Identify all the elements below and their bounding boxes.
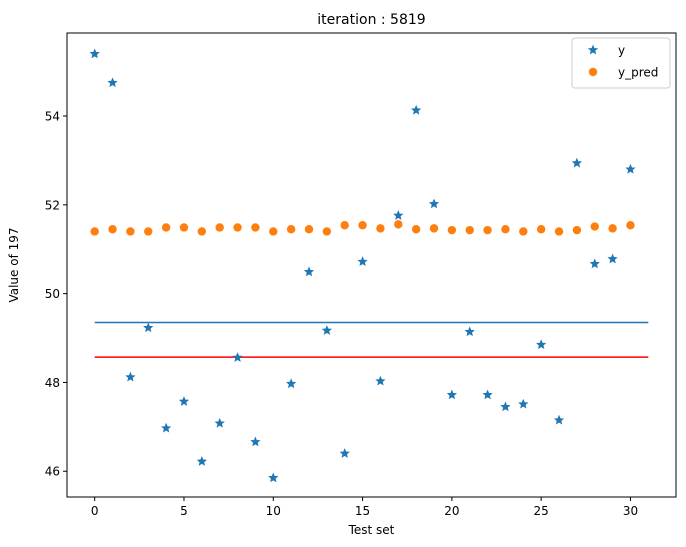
data-point-y-20 bbox=[446, 389, 457, 400]
data-point-y-pred-27 bbox=[572, 225, 582, 235]
legend-marker-y bbox=[587, 44, 599, 55]
series-y bbox=[89, 48, 636, 483]
data-point-y-30 bbox=[625, 163, 636, 174]
data-point-y-9 bbox=[250, 436, 261, 447]
y-axis-label: Value of 197 bbox=[7, 227, 21, 302]
data-point-y-16 bbox=[375, 375, 386, 386]
x-tick-label: 30 bbox=[623, 504, 638, 518]
legend-label-y-pred: y_pred bbox=[618, 66, 658, 80]
data-point-y-11 bbox=[286, 378, 297, 389]
data-point-y-pred-1 bbox=[108, 225, 117, 234]
data-point-y-pred-25 bbox=[536, 225, 546, 234]
x-axis: 0 5 10 15 20 25 30 bbox=[91, 497, 638, 518]
x-axis-label: Test set bbox=[348, 523, 395, 537]
data-point-y-22 bbox=[482, 389, 493, 400]
data-point-y-pred-29 bbox=[608, 224, 617, 233]
data-point-y-25 bbox=[536, 339, 547, 350]
data-point-y-pred-13 bbox=[322, 227, 332, 236]
y-tick-label: 48 bbox=[45, 376, 60, 390]
data-point-y-17 bbox=[393, 210, 404, 220]
data-point-y-pred-19 bbox=[429, 224, 439, 233]
x-tick-label: 5 bbox=[180, 504, 188, 518]
data-point-y-1 bbox=[107, 77, 118, 88]
data-point-y-pred-26 bbox=[554, 227, 564, 236]
data-point-y-4 bbox=[160, 422, 172, 433]
data-point-y-6 bbox=[196, 456, 207, 466]
data-point-y-pred-0 bbox=[90, 227, 99, 236]
legend: y y_pred bbox=[571, 37, 671, 89]
data-point-y-5 bbox=[178, 396, 190, 406]
data-point-y-pred-22 bbox=[483, 225, 492, 235]
x-tick-label: 0 bbox=[91, 504, 99, 518]
data-point-y-7 bbox=[214, 417, 225, 428]
data-point-y-pred-9 bbox=[251, 223, 260, 232]
data-point-y-10 bbox=[268, 472, 279, 483]
data-point-y-pred-20 bbox=[447, 225, 457, 235]
series-y-pred bbox=[90, 220, 635, 236]
data-point-y-23 bbox=[500, 401, 511, 412]
data-point-y-24 bbox=[518, 398, 529, 409]
data-point-y-2 bbox=[125, 371, 136, 382]
data-point-y-pred-16 bbox=[376, 224, 385, 233]
data-point-y-3 bbox=[143, 322, 154, 333]
data-point-y-pred-12 bbox=[304, 225, 314, 234]
data-point-y-pred-7 bbox=[215, 223, 224, 232]
data-point-y-18 bbox=[411, 104, 422, 115]
data-point-y-pred-6 bbox=[197, 227, 207, 236]
data-point-y-pred-17 bbox=[394, 220, 403, 229]
data-point-y-14 bbox=[339, 448, 350, 458]
data-series bbox=[89, 48, 636, 483]
y-axis: 46 48 50 52 54 bbox=[45, 110, 67, 479]
data-point-y-pred-14 bbox=[340, 221, 349, 230]
data-point-y-15 bbox=[357, 256, 368, 267]
data-point-y-pred-23 bbox=[501, 225, 510, 234]
legend-box bbox=[571, 37, 671, 89]
data-point-y-28 bbox=[589, 258, 600, 269]
plot-frame bbox=[66, 32, 677, 498]
data-point-y-26 bbox=[553, 414, 565, 425]
x-tick-label: 25 bbox=[534, 504, 549, 518]
data-point-y-pred-2 bbox=[126, 227, 135, 236]
data-point-y-13 bbox=[321, 325, 332, 335]
data-point-y-pred-3 bbox=[144, 227, 153, 236]
data-point-y-29 bbox=[607, 253, 618, 264]
data-point-y-pred-4 bbox=[161, 223, 171, 232]
data-point-y-pred-24 bbox=[519, 227, 528, 236]
data-point-y-pred-11 bbox=[286, 225, 296, 234]
x-tick-label: 20 bbox=[444, 504, 459, 518]
y-tick-label: 50 bbox=[45, 287, 60, 301]
data-point-y-21 bbox=[464, 326, 475, 337]
data-point-y-pred-18 bbox=[411, 225, 421, 234]
data-point-y-pred-5 bbox=[179, 223, 189, 232]
data-point-y-12 bbox=[303, 266, 315, 277]
reference-lines bbox=[94, 321, 649, 358]
y-tick-label: 52 bbox=[45, 198, 60, 212]
data-point-y-27 bbox=[571, 157, 583, 168]
data-point-y-pred-8 bbox=[233, 223, 242, 232]
x-tick-label: 10 bbox=[266, 504, 281, 518]
y-tick-label: 54 bbox=[45, 110, 60, 124]
data-point-y-pred-10 bbox=[269, 227, 278, 236]
data-point-y-8 bbox=[232, 352, 243, 362]
chart-title: iteration : 5819 bbox=[317, 12, 425, 28]
legend-label-y: y bbox=[618, 44, 625, 58]
data-point-y-pred-30 bbox=[626, 221, 635, 230]
data-point-y-19 bbox=[428, 198, 440, 209]
legend-marker-y-pred bbox=[588, 67, 598, 77]
data-point-y-pred-28 bbox=[590, 222, 599, 231]
y-tick-label: 46 bbox=[45, 465, 60, 479]
data-point-y-0 bbox=[89, 48, 100, 59]
data-point-y-pred-15 bbox=[358, 221, 367, 230]
data-point-y-pred-21 bbox=[465, 225, 474, 235]
x-tick-label: 15 bbox=[355, 504, 370, 518]
